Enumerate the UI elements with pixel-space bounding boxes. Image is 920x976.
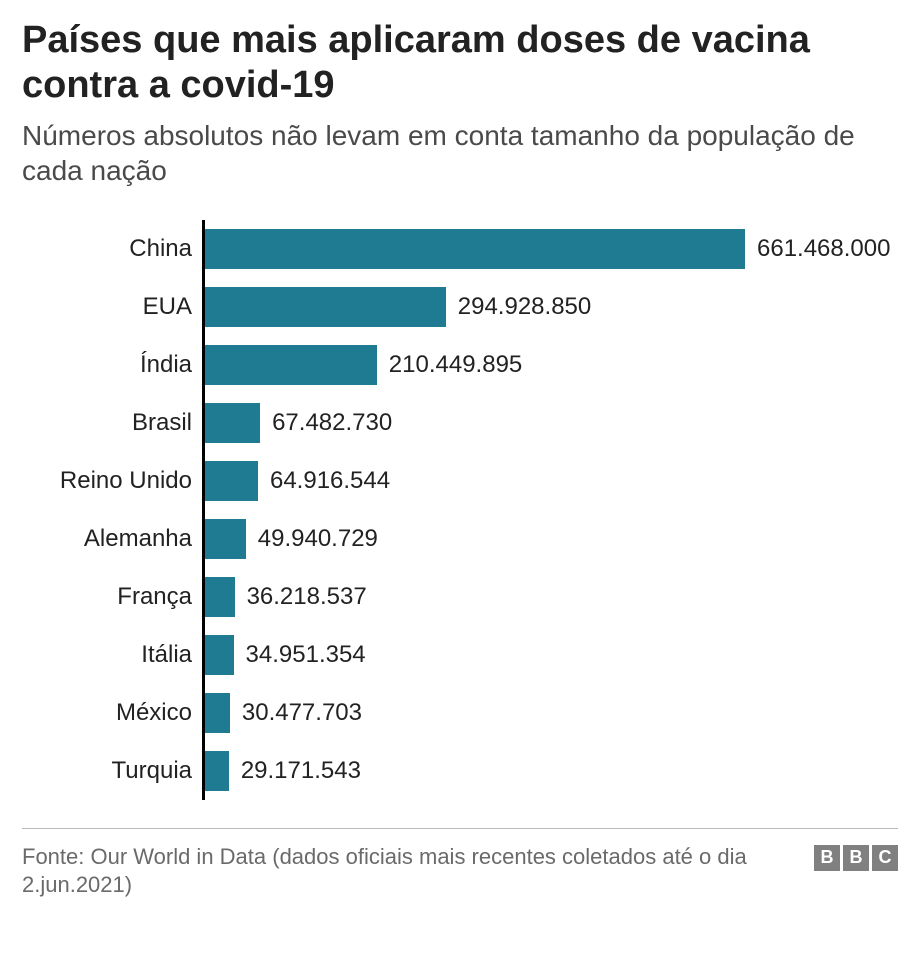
bar-label: Índia: [22, 351, 192, 379]
chart-subtitle: Números absolutos não levam em conta tam…: [22, 118, 898, 188]
bar-value: 29.171.543: [241, 757, 361, 785]
bar-label: Itália: [22, 641, 192, 669]
bar-label: Brasil: [22, 409, 192, 437]
bar: [205, 577, 235, 617]
bar-label: China: [22, 235, 192, 263]
bar-row: China661.468.000: [202, 220, 898, 278]
chart-title: Países que mais aplicaram doses de vacin…: [22, 18, 898, 108]
bar: [205, 751, 229, 791]
bar-value: 30.477.703: [242, 699, 362, 727]
bbc-logo: B B C: [814, 845, 898, 871]
bar: [205, 287, 446, 327]
bar-row: México30.477.703: [202, 684, 898, 742]
bar: [205, 345, 377, 385]
bar: [205, 693, 230, 733]
bar-row: Alemanha49.940.729: [202, 510, 898, 568]
bbc-logo-letter: B: [843, 845, 869, 871]
bar-row: Turquia29.171.543: [202, 742, 898, 800]
bar-label: EUA: [22, 293, 192, 321]
source-text: Fonte: Our World in Data (dados oficiais…: [22, 843, 794, 900]
bar: [205, 403, 260, 443]
bar-row: Reino Unido64.916.544: [202, 452, 898, 510]
bar-label: México: [22, 699, 192, 727]
bar-value: 661.468.000: [757, 235, 890, 263]
chart-footer: Fonte: Our World in Data (dados oficiais…: [22, 828, 898, 900]
bar-value: 64.916.544: [270, 467, 390, 495]
bar-chart: China661.468.000EUA294.928.850Índia210.4…: [22, 220, 898, 800]
bar-label: Alemanha: [22, 525, 192, 553]
bar-label: Turquia: [22, 757, 192, 785]
bar: [205, 519, 246, 559]
bar: [205, 229, 745, 269]
bar-row: França36.218.537: [202, 568, 898, 626]
bar-value: 210.449.895: [389, 351, 522, 379]
bar-value: 36.218.537: [247, 583, 367, 611]
bar-row: Brasil67.482.730: [202, 394, 898, 452]
bar-value: 49.940.729: [258, 525, 378, 553]
bbc-logo-letter: B: [814, 845, 840, 871]
bar-row: EUA294.928.850: [202, 278, 898, 336]
bar-label: França: [22, 583, 192, 611]
bar-value: 294.928.850: [458, 293, 591, 321]
bar-value: 34.951.354: [246, 641, 366, 669]
bar: [205, 461, 258, 501]
bar-value: 67.482.730: [272, 409, 392, 437]
bar: [205, 635, 234, 675]
bar-label: Reino Unido: [22, 467, 192, 495]
bar-row: Itália34.951.354: [202, 626, 898, 684]
bar-row: Índia210.449.895: [202, 336, 898, 394]
bbc-logo-letter: C: [872, 845, 898, 871]
